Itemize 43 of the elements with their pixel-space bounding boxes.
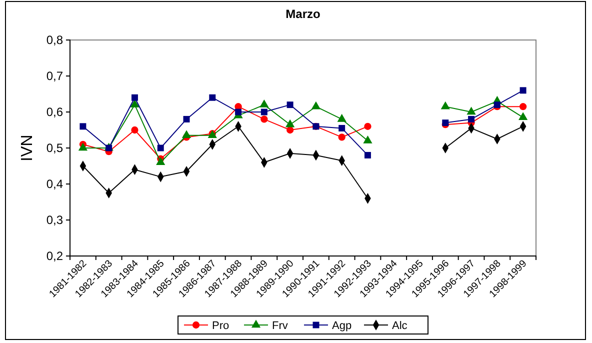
y-tick-label: 0,4 bbox=[46, 176, 64, 191]
point bbox=[78, 142, 88, 151]
point bbox=[311, 101, 321, 110]
point bbox=[468, 116, 475, 122]
y-tick-label: 0,5 bbox=[46, 140, 64, 155]
y-axis-title: IVN bbox=[19, 134, 36, 162]
point bbox=[260, 108, 268, 116]
point bbox=[157, 144, 164, 152]
chart-title: Marzo bbox=[286, 7, 320, 21]
point bbox=[338, 124, 346, 132]
point bbox=[286, 102, 294, 108]
point bbox=[182, 130, 192, 138]
point bbox=[518, 112, 528, 120]
legend-label: Alc bbox=[392, 320, 408, 332]
point bbox=[235, 108, 242, 116]
y-tick-label: 0,3 bbox=[46, 212, 64, 227]
point bbox=[130, 100, 140, 108]
y-tick-label: 0,8 bbox=[46, 32, 64, 47]
point bbox=[364, 122, 372, 130]
point bbox=[131, 126, 138, 134]
point bbox=[80, 123, 86, 130]
point bbox=[286, 126, 294, 134]
point bbox=[183, 116, 190, 122]
point bbox=[131, 94, 138, 101]
point bbox=[520, 87, 526, 94]
point bbox=[156, 157, 166, 166]
point bbox=[260, 100, 269, 108]
legend-label: Frv bbox=[272, 320, 288, 332]
point bbox=[466, 106, 476, 115]
point bbox=[338, 134, 346, 141]
legend-label: Agp bbox=[332, 320, 352, 332]
y-tick-label: 0,6 bbox=[46, 104, 64, 119]
point bbox=[364, 152, 371, 158]
point bbox=[260, 116, 268, 123]
y-tick-label: 0,2 bbox=[46, 248, 64, 263]
y-tick-label: 0,7 bbox=[46, 68, 64, 83]
point bbox=[363, 136, 372, 144]
point bbox=[337, 114, 346, 122]
point bbox=[285, 119, 295, 128]
point bbox=[209, 94, 216, 101]
legend-label: Pro bbox=[212, 320, 230, 332]
point bbox=[519, 103, 527, 110]
point bbox=[440, 101, 450, 110]
